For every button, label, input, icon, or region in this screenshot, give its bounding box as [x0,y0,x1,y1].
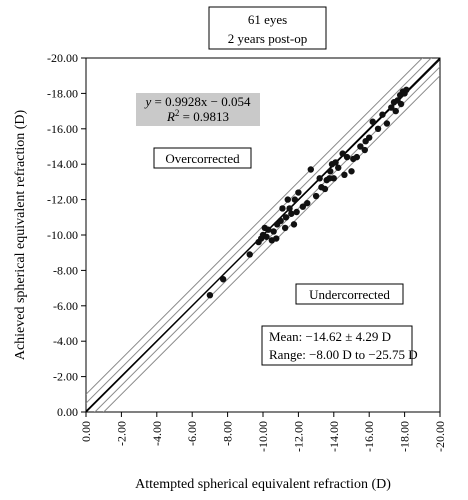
overcorrected-box [153,147,252,169]
band-line [94,66,440,412]
data-point [304,199,311,207]
data-point [288,210,295,217]
data-point [392,107,399,115]
x-tick-label: 0.00 [79,421,93,442]
range-text: Range: −8.00 D to −25.75 D [269,347,418,362]
y-tick-label: -10.00 [47,228,78,242]
x-tick-label: -4.00 [150,421,164,446]
data-point [291,196,299,203]
y-tick-label: -20.00 [47,51,78,65]
undercorrected-box [295,283,404,305]
regression-equation: y = 0.9928x − 0.054 [144,94,251,109]
data-point [299,203,307,210]
data-point [348,168,355,175]
x-tick-label: -18.00 [398,421,412,452]
x-tick-label: -2.00 [114,421,128,446]
data-point [295,189,302,196]
data-point [284,196,291,203]
data-point [343,153,351,161]
data-point [332,159,339,166]
data-point [369,118,376,125]
data-point [307,166,314,173]
y-tick-label: -6.00 [53,299,78,313]
x-tick-label: -16.00 [362,421,376,452]
data-point [282,214,290,221]
data-point [335,164,342,171]
data-point [341,171,348,179]
data-point [279,205,286,212]
data-point [374,125,382,132]
regression-box [136,93,260,126]
data-point [397,100,405,108]
data-point [312,192,320,200]
data-point [316,175,323,182]
band-line [102,75,440,412]
overcorrected-label: Overcorrected [165,151,240,166]
y-tick-label: -18.00 [47,86,78,100]
x-tick-label: -6.00 [185,421,199,446]
x-axis-ticks: 0.00 -2.00 -4.00 -6.00 -8.00 -10.00 -12.00 -14.… [79,412,447,452]
x-tick-label: -8.00 [221,421,235,446]
y-tick-label: -2.00 [53,370,78,384]
data-point [246,251,253,258]
data-point [265,226,272,233]
title-box [208,6,327,50]
data-point [281,224,289,232]
y-axis-ticks: 0.00 -2.00 -4.00 -6.00 -8.00 -10.00 -12.00 -14.… [47,51,86,419]
data-point [327,168,334,175]
data-point [293,208,300,216]
undercorrected-label: Undercorrected [309,287,390,302]
data-point [270,228,277,235]
y-tick-label: -14.00 [47,157,78,171]
mean-text: Mean: −14.62 ± 4.29 D [269,329,391,344]
data-point [286,205,293,212]
y-tick-label: -8.00 [53,263,78,277]
data-point [357,143,364,150]
y-tick-label: -12.00 [47,193,78,207]
y-axis-title: Achieved spherical equivalent refraction… [13,110,28,361]
chart-title-line-2: 2 years post-op [228,31,307,46]
chart-title-line-1: 61 eyes [248,12,287,27]
data-point [273,235,280,242]
data-point [353,153,361,161]
regression-r2: R2 = 0.9813 [166,108,229,124]
data-point [219,276,227,283]
data-point [366,134,373,141]
x-tick-label: -10.00 [256,421,270,452]
y-tick-label: 0.00 [57,405,78,419]
x-tick-label: -20.00 [433,421,447,452]
y-tick-label: -16.00 [47,122,78,136]
band-line [86,58,424,395]
data-points [206,86,410,299]
data-point [383,120,391,127]
data-point [263,233,270,240]
data-point [326,175,333,182]
y-tick-label: -4.00 [53,334,78,348]
x-axis-title: Attempted spherical equivalent refractio… [135,477,391,492]
data-point [330,175,337,182]
data-point [403,86,410,94]
x-tick-label: -12.00 [291,421,305,452]
x-tick-label: -14.00 [327,421,341,452]
data-point [379,111,386,118]
stats-box [261,325,413,366]
data-point [321,185,329,193]
data-point [277,217,284,225]
data-point [206,291,214,299]
data-point [361,146,368,154]
data-point [388,104,395,111]
data-point [290,221,298,228]
data-point [339,150,346,157]
